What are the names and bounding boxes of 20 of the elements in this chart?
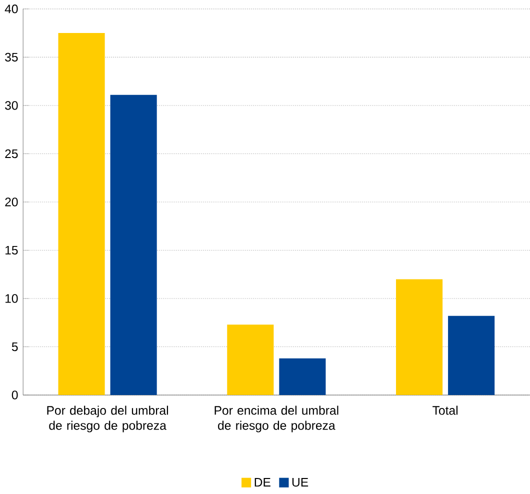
y-tick-label: 25 — [5, 149, 18, 158]
bar — [279, 358, 326, 396]
y-tick-label: 30 — [5, 101, 18, 110]
x-tick-label: Total — [432, 406, 458, 415]
bar — [110, 94, 157, 396]
y-tick-label: 15 — [6, 246, 18, 255]
y-tick-label: 40 — [4, 4, 18, 14]
y-tick-label: 10 — [6, 294, 18, 303]
x-tick-label: Por debajo del umbral de riesgo de pobreza — [47, 406, 168, 432]
legend-label: UE — [292, 478, 308, 487]
bar — [448, 316, 495, 396]
y-tick-label: 5 — [12, 342, 18, 352]
legend-label: DE — [254, 478, 270, 486]
bar — [396, 279, 443, 396]
bar — [58, 33, 105, 396]
y-tick-label: 0 — [12, 390, 18, 400]
bar — [227, 324, 274, 396]
x-tick-label: Por encima del umbral de riesgo de pobreza — [214, 406, 338, 432]
y-tick-label: 20 — [5, 198, 18, 206]
y-tick-label: 35 — [5, 52, 18, 62]
